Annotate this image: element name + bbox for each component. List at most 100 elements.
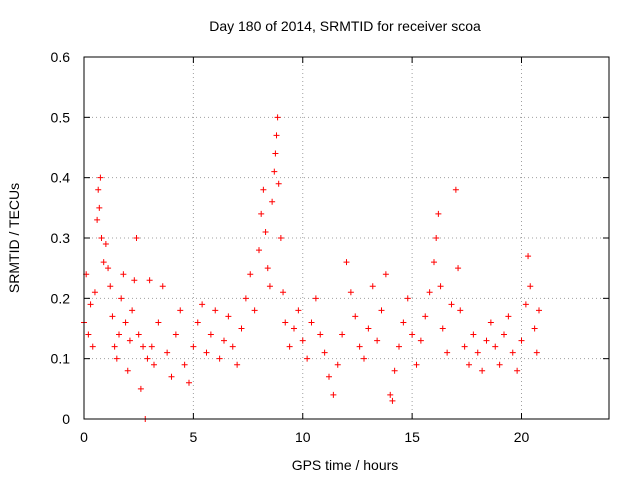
data-point	[234, 361, 241, 368]
grid-lines	[84, 57, 609, 419]
x-tick-label: 10	[295, 429, 311, 445]
data-point	[89, 343, 96, 350]
data-point	[522, 301, 529, 308]
data-point	[286, 343, 293, 350]
data-point	[172, 331, 179, 338]
data-point	[151, 361, 157, 368]
data-point	[264, 265, 271, 272]
data-points	[81, 114, 542, 422]
data-point	[525, 253, 532, 260]
data-point	[97, 174, 104, 181]
data-point	[382, 271, 389, 278]
y-tick-label: 0.1	[51, 351, 71, 367]
data-point	[273, 132, 280, 139]
data-point	[455, 265, 462, 272]
data-point	[391, 367, 398, 374]
data-point	[326, 373, 332, 380]
x-axis-label: GPS time / hours	[292, 457, 399, 473]
data-point	[339, 331, 346, 338]
data-point	[518, 337, 525, 344]
data-point	[168, 373, 175, 380]
data-point	[369, 283, 376, 290]
data-point	[487, 319, 494, 326]
data-point	[413, 361, 420, 368]
data-point	[431, 259, 437, 266]
data-point	[120, 271, 127, 278]
data-point	[109, 313, 116, 320]
data-point	[126, 337, 133, 344]
data-point	[177, 307, 184, 314]
data-point	[247, 271, 254, 278]
data-point	[417, 337, 424, 344]
data-point	[400, 319, 407, 326]
data-point	[262, 228, 269, 235]
data-point	[87, 301, 94, 308]
data-point	[356, 343, 363, 350]
x-tick-label: 15	[404, 429, 420, 445]
data-point	[365, 325, 372, 332]
data-point	[466, 361, 472, 368]
data-point	[426, 289, 433, 296]
data-point	[435, 210, 442, 217]
data-point	[216, 355, 223, 362]
data-point	[190, 343, 197, 350]
data-point	[199, 301, 206, 308]
data-point	[229, 343, 236, 350]
y-tick-label: 0.4	[51, 170, 71, 186]
data-point	[131, 277, 138, 284]
data-point	[291, 325, 297, 332]
data-point	[317, 331, 324, 338]
x-tick-label: 5	[189, 429, 197, 445]
data-point	[437, 283, 444, 290]
data-point	[129, 307, 136, 314]
data-point	[203, 349, 210, 356]
data-point	[501, 331, 507, 338]
data-point	[256, 247, 262, 254]
data-point	[457, 307, 464, 314]
data-point	[483, 337, 490, 344]
data-point	[448, 301, 455, 308]
x-tick-label: 20	[514, 429, 530, 445]
data-point	[272, 150, 279, 157]
data-point	[308, 319, 315, 326]
data-point	[352, 313, 359, 320]
data-point	[404, 295, 411, 302]
data-point	[105, 265, 112, 272]
data-point	[514, 367, 521, 374]
data-point	[122, 319, 129, 326]
data-point	[470, 331, 477, 338]
data-point	[304, 355, 311, 362]
data-point	[225, 313, 232, 320]
data-point	[374, 337, 381, 344]
data-point	[124, 367, 131, 374]
tick-labels: 0 5 10 15 20 0 0.1 0.2 0.3 0.4 0.5 0.6	[51, 49, 530, 445]
data-point	[334, 361, 341, 368]
data-point	[221, 337, 227, 344]
data-point	[492, 343, 499, 350]
data-point	[536, 307, 542, 314]
data-point	[479, 367, 486, 374]
data-point	[159, 283, 166, 290]
y-tick-label: 0.5	[51, 109, 71, 125]
data-point	[343, 259, 350, 266]
data-point	[111, 343, 118, 350]
data-point	[527, 283, 534, 290]
y-tick-label: 0.6	[51, 49, 71, 65]
chart-title: Day 180 of 2014, SRMTID for receiver sco…	[209, 18, 481, 34]
x-tick-label: 0	[80, 429, 88, 445]
data-point	[102, 241, 109, 248]
data-point	[146, 277, 153, 284]
data-point	[251, 307, 258, 314]
data-point	[148, 343, 155, 350]
data-point	[181, 361, 188, 368]
data-point	[207, 331, 214, 338]
y-axis-label: SRMTID / TECUs	[6, 183, 22, 293]
y-tick-label: 0.2	[51, 290, 71, 306]
data-point	[321, 349, 328, 356]
data-point	[531, 325, 538, 332]
data-point	[98, 235, 105, 241]
data-point	[271, 168, 278, 175]
data-point	[330, 391, 337, 398]
data-point	[422, 313, 429, 320]
